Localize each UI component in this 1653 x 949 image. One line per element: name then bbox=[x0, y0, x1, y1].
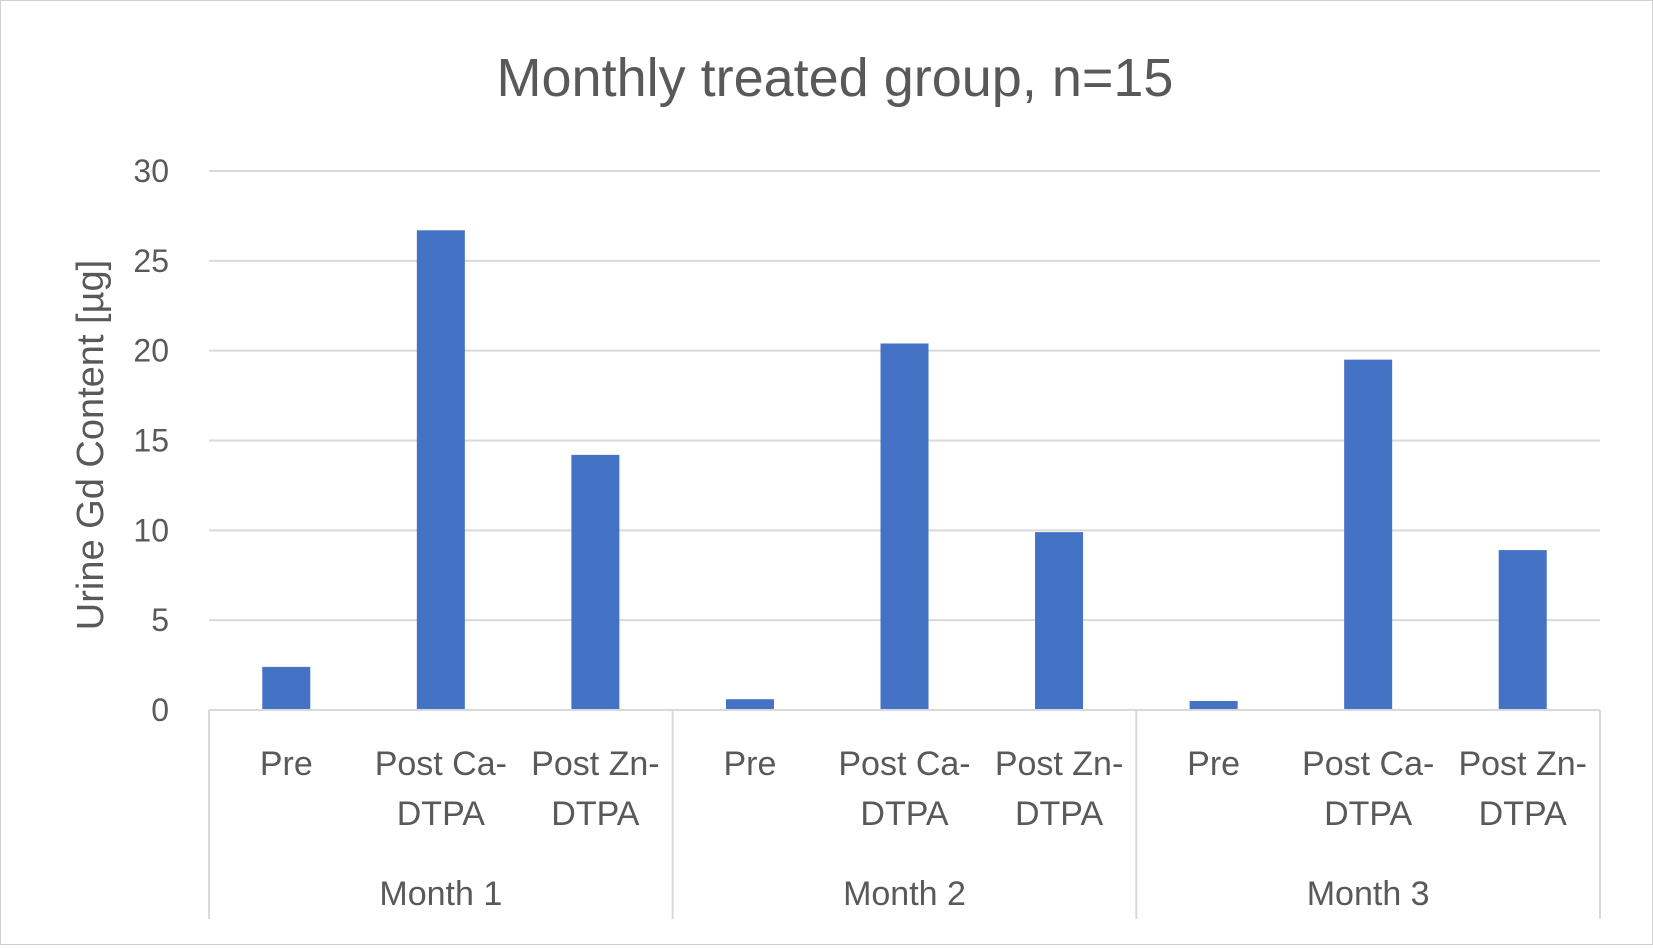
category-label: Post Zn- bbox=[995, 745, 1123, 783]
category-label: Post Zn- bbox=[531, 745, 659, 783]
category-label: Post Ca- bbox=[838, 745, 970, 783]
x-axis bbox=[208, 709, 1601, 919]
y-tick-label: 30 bbox=[133, 153, 169, 189]
group-label: Month 1 bbox=[379, 875, 502, 913]
bars bbox=[262, 230, 1547, 711]
category-label: Post Ca- bbox=[375, 745, 507, 783]
y-tick-label: 25 bbox=[133, 243, 169, 279]
x-axis-category-labels: Pre Post Ca- DTPA Post Zn- DTPA Pre Post Ca- DT… bbox=[260, 745, 1587, 833]
category-label: DTPA bbox=[1324, 795, 1412, 833]
y-axis-ticks: 0 5 10 15 20 25 30 bbox=[133, 153, 169, 728]
category-label: Pre bbox=[723, 745, 776, 783]
bar bbox=[1344, 359, 1393, 710]
bar bbox=[1035, 532, 1084, 710]
category-label: DTPA bbox=[551, 795, 639, 833]
bar bbox=[262, 666, 311, 710]
y-tick-label: 15 bbox=[133, 423, 169, 459]
category-label: Post Ca- bbox=[1302, 745, 1434, 783]
category-label: DTPA bbox=[860, 795, 948, 833]
y-tick-label: 20 bbox=[133, 333, 169, 369]
y-tick-label: 0 bbox=[151, 692, 169, 728]
category-label: DTPA bbox=[1479, 795, 1567, 833]
group-label: Month 3 bbox=[1307, 875, 1430, 913]
bar bbox=[571, 454, 620, 710]
category-label: Post Zn- bbox=[1458, 745, 1586, 783]
category-label: Pre bbox=[1187, 745, 1240, 783]
y-tick-label: 5 bbox=[151, 602, 169, 638]
bar bbox=[416, 230, 465, 711]
x-axis-group-labels: Month 1 Month 2 Month 3 bbox=[379, 875, 1429, 913]
chart-title: Monthly treated group, n=15 bbox=[497, 48, 1174, 108]
y-tick-label: 10 bbox=[133, 512, 169, 548]
group-label: Month 2 bbox=[843, 875, 966, 913]
bar bbox=[725, 699, 774, 710]
bar bbox=[880, 343, 929, 710]
category-label: DTPA bbox=[397, 795, 485, 833]
bar bbox=[1498, 550, 1547, 710]
bar bbox=[1189, 701, 1238, 710]
category-label: DTPA bbox=[1015, 795, 1103, 833]
category-label: Pre bbox=[260, 745, 313, 783]
y-axis-label: Urine Gd Content [µg] bbox=[70, 260, 112, 630]
